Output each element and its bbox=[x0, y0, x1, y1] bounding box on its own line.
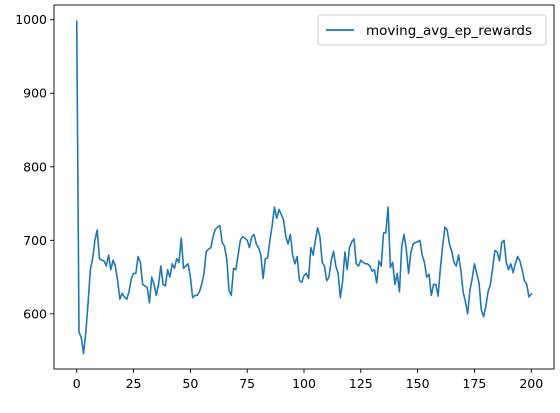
y-tick-label: 900 bbox=[23, 86, 47, 101]
x-tick-label: 50 bbox=[182, 376, 198, 391]
y-axis: 600 700 800 900 1000 bbox=[15, 12, 54, 321]
legend: moving_avg_ep_rewards bbox=[317, 14, 547, 46]
y-tick-label: 800 bbox=[23, 159, 47, 174]
y-tick-label: 700 bbox=[23, 233, 47, 248]
x-tick-label: 75 bbox=[239, 376, 255, 391]
y-tick-label: 600 bbox=[23, 306, 47, 321]
plot-area bbox=[54, 5, 554, 369]
y-tick-label: 1000 bbox=[15, 12, 47, 27]
legend-label: moving_avg_ep_rewards bbox=[366, 23, 532, 39]
x-tick-label: 25 bbox=[126, 376, 142, 391]
x-tick-label: 200 bbox=[519, 376, 543, 391]
legend-box bbox=[317, 14, 547, 46]
series-layer bbox=[75, 20, 533, 355]
x-tick-label: 150 bbox=[406, 376, 430, 391]
x-tick-label: 100 bbox=[292, 376, 316, 391]
x-axis: 0 25 50 75 100 125 150 175 200 bbox=[73, 369, 543, 391]
x-tick-label: 125 bbox=[349, 376, 373, 391]
x-tick-label: 0 bbox=[73, 376, 81, 391]
series-line-0 bbox=[75, 20, 533, 355]
x-tick-label: 175 bbox=[463, 376, 487, 391]
